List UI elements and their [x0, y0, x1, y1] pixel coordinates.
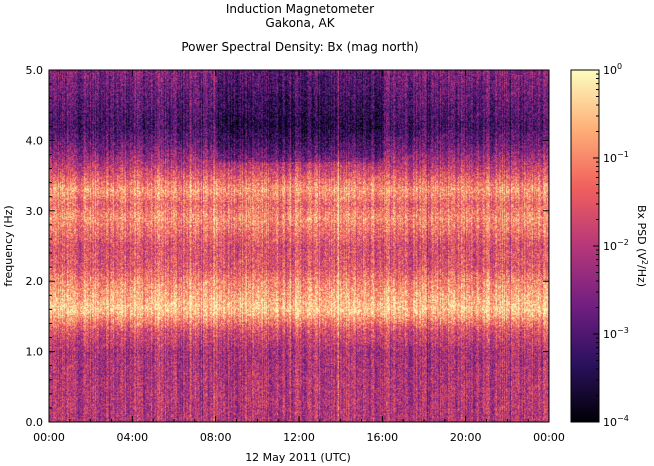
x-tick-label: 00:00: [533, 431, 565, 444]
y-tick-label: 4.0: [26, 134, 44, 147]
chart-subtitle: Power Spectral Density: Bx (mag north): [181, 40, 418, 54]
spectrogram-area: [48, 69, 550, 423]
x-tick-label: 16:00: [366, 431, 398, 444]
x-axis-label: 12 May 2011 (UTC): [245, 451, 351, 464]
y-tick-label: 1.0: [26, 346, 44, 359]
x-tick-label: 04:00: [116, 431, 148, 444]
spectrogram-frame: [49, 70, 549, 422]
colorbar-tick-label: 100: [603, 62, 622, 77]
colorbar-ticks: 100 10−1 10−2 10−3 10−4: [593, 62, 629, 429]
y-tick-label: 0.0: [26, 416, 44, 429]
colorbar-tick-label: 10−2: [603, 238, 629, 253]
y-tick-label: 3.0: [26, 205, 44, 218]
colorbar-tick-label: 10−4: [603, 414, 629, 429]
x-axis: 00:00 04:00 08:00 12:00 16:00 20:00 00:00: [33, 70, 565, 444]
x-tick-label: 20:00: [450, 431, 482, 444]
colorbar-label: Bx PSD (V2/Hz): [635, 205, 649, 287]
y-axis-label: frequency (Hz): [2, 205, 15, 286]
x-tick-label: 12:00: [283, 431, 315, 444]
x-tick-label: 00:00: [33, 431, 65, 444]
y-tick-label: 2.0: [26, 275, 44, 288]
colorbar: 100 10−1 10−2 10−3 10−4 Bx PSD (V2/Hz): [570, 62, 649, 429]
spectrogram-image: [49, 70, 549, 422]
colorbar-tick-label: 10−3: [603, 326, 629, 341]
colorbar-tick-label: 10−1: [603, 150, 629, 165]
y-axis: 0.0 1.0 2.0 3.0 4.0 5.0: [26, 64, 549, 429]
y-tick-label: 5.0: [26, 64, 44, 77]
chart-title-line-2: Gakona, AK: [265, 16, 335, 30]
x-tick-label: 08:00: [200, 431, 232, 444]
chart-title-line-1: Induction Magnetometer: [226, 2, 374, 16]
